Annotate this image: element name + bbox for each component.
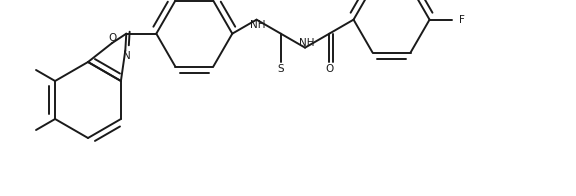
Text: NH: NH <box>299 38 314 48</box>
Text: S: S <box>278 64 284 74</box>
Text: N: N <box>123 51 131 61</box>
Text: O: O <box>325 64 334 74</box>
Text: F: F <box>458 15 464 25</box>
Text: NH: NH <box>251 20 266 30</box>
Text: O: O <box>108 33 116 43</box>
